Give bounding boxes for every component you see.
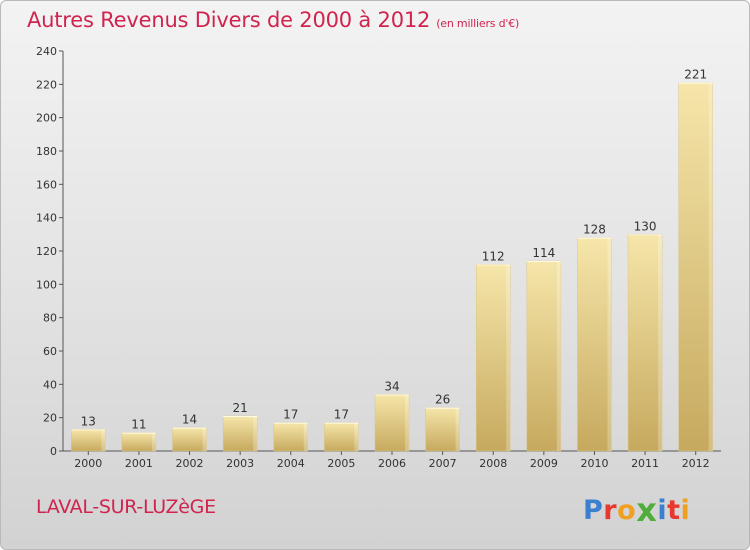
bar-shine: [658, 234, 663, 451]
bar-shine: [405, 394, 409, 451]
bar-shine: [101, 429, 106, 451]
bar-2005: [324, 422, 359, 452]
x-tick-label: 2011: [631, 457, 659, 470]
logo-letter: r: [603, 495, 618, 526]
bar-2004: [273, 422, 309, 452]
logo-letter: i: [657, 495, 668, 526]
bar-shine: [303, 422, 308, 451]
logo-letter: t: [667, 495, 681, 526]
value-label: 128: [583, 223, 606, 237]
x-tick-label: 2001: [125, 457, 153, 470]
value-label: 221: [684, 68, 707, 82]
logo-letter: o: [617, 495, 637, 526]
y-tick-label: 120: [36, 245, 57, 258]
value-label: 112: [482, 249, 505, 263]
bar-2008: [475, 264, 511, 452]
x-tick-label: 2003: [226, 457, 254, 470]
value-label: 114: [532, 246, 555, 260]
x-tick-label: 2004: [277, 457, 305, 470]
x-tick-label: 2007: [429, 457, 457, 470]
y-tick-label: 220: [36, 78, 57, 91]
bar-2007: [425, 407, 460, 452]
bar-shine: [202, 427, 207, 451]
bar-2003: [222, 415, 258, 452]
x-tick-label: 2006: [378, 457, 406, 470]
y-tick-label: 0: [50, 445, 57, 458]
y-tick-label: 140: [36, 212, 57, 225]
y-tick-label: 100: [36, 278, 57, 291]
bar-shine: [151, 432, 156, 451]
chart-title-text: Autres Revenus Divers de 2000 à 2012: [27, 8, 431, 32]
label-layer: 13 2000 11 2001 14 2002 21 2003 17 2004 17 2005 34 20…: [74, 68, 709, 470]
chart-subtitle: (en milliers d'€): [436, 17, 520, 30]
bar-shine: [708, 82, 713, 452]
x-tick-label: 2002: [176, 457, 204, 470]
y-tick-label: 60: [43, 345, 57, 358]
x-tick-label: 2010: [580, 457, 608, 470]
y-tick-label: 180: [36, 145, 57, 158]
town-name: LAVAL-SUR-LUZèGE: [36, 496, 216, 518]
logo-letter: x: [636, 491, 658, 529]
y-tick-label: 80: [43, 312, 57, 325]
bar-shine: [506, 264, 511, 451]
x-tick-label: 2009: [530, 457, 558, 470]
bar-shine: [607, 237, 612, 451]
value-label: 11: [131, 418, 146, 432]
y-tick-label: 40: [43, 378, 57, 391]
y-tick-label: 160: [36, 178, 57, 191]
bar-2009: [526, 260, 562, 452]
value-label: 14: [182, 413, 197, 427]
value-label: 34: [384, 379, 399, 393]
x-tick-label: 2000: [74, 457, 102, 470]
bar-shine: [253, 416, 258, 451]
bar-2010: [577, 237, 612, 452]
chart-title: Autres Revenus Divers de 2000 à 2012 (en …: [27, 8, 519, 32]
x-tick-label: 2005: [327, 457, 355, 470]
value-label: 13: [81, 414, 96, 428]
bar-2011: [627, 234, 663, 452]
bar-shine: [556, 261, 561, 451]
bar-shine: [354, 422, 359, 451]
logo-letter: i: [680, 495, 691, 526]
value-label: 21: [233, 401, 248, 415]
bar-2000: [71, 429, 106, 452]
value-label: 26: [435, 393, 450, 407]
value-label: 130: [634, 219, 657, 233]
x-tick-label: 2008: [479, 457, 507, 470]
x-tick-label: 2012: [682, 457, 710, 470]
proxiti-logo: Proxiti: [583, 489, 691, 529]
bar-2001: [121, 432, 157, 452]
value-label: 17: [283, 408, 298, 422]
y-tick-label: 20: [43, 412, 57, 425]
logo-letter: P: [583, 495, 604, 526]
y-tick-label: 240: [36, 45, 57, 58]
bar-2012: [678, 82, 713, 452]
value-label: 17: [334, 408, 349, 422]
bar-2006: [374, 394, 410, 452]
bar-layer: [71, 82, 713, 452]
y-tick-label: 200: [36, 112, 57, 125]
bar-shine: [455, 407, 460, 451]
bar-2002: [172, 427, 207, 452]
